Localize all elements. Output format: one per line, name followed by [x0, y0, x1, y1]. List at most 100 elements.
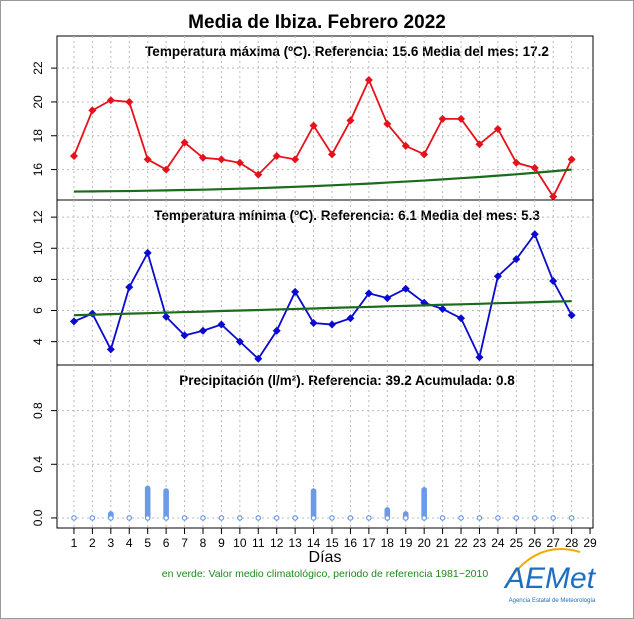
bar-base [476, 515, 483, 521]
data-point [217, 320, 226, 329]
bar [476, 515, 483, 521]
data-point [401, 284, 410, 293]
bar [108, 511, 114, 521]
bar [126, 515, 133, 521]
data-point [493, 124, 502, 133]
bar [550, 515, 556, 521]
logo-subtitle: Agencia Estatal de Meteorología [509, 598, 596, 604]
data-point [364, 75, 373, 84]
bar-base [366, 515, 372, 521]
bar-base [329, 515, 335, 521]
x-tick-label: 3 [107, 536, 114, 550]
data-point [512, 158, 521, 167]
x-tick-label: 19 [399, 536, 413, 550]
data-point [106, 96, 115, 105]
x-tick-label: 25 [510, 536, 524, 550]
data-point [328, 150, 337, 159]
bar-base [273, 515, 280, 521]
data-point [217, 155, 226, 164]
data-point [125, 283, 134, 292]
data-point [69, 317, 78, 326]
bar-base [402, 515, 409, 521]
y-tick-label: 4 [31, 338, 45, 345]
x-tick-label: 9 [218, 536, 225, 550]
y-tick-label: 10 [31, 241, 45, 255]
bar [458, 515, 464, 521]
bar [531, 515, 538, 521]
bar [310, 488, 317, 521]
y-tick-label: 0.4 [31, 456, 45, 473]
x-tick-label: 15 [325, 536, 339, 550]
data-point [235, 158, 244, 167]
data-point [346, 314, 355, 323]
bar-base [531, 515, 538, 521]
bar-base [218, 515, 225, 521]
y-tick-label: 0.8 [31, 402, 45, 419]
bar-base [310, 515, 317, 521]
x-tick-label: 17 [362, 536, 376, 550]
bar [181, 515, 188, 521]
bar [384, 507, 391, 521]
y-tick-label: 12 [31, 210, 45, 224]
x-tick-label: 24 [491, 536, 505, 550]
data-point [364, 289, 373, 298]
data-point [457, 314, 466, 323]
bar-base [181, 515, 188, 521]
x-tick-label: 23 [473, 536, 487, 550]
bar-base [71, 515, 77, 521]
bar [402, 511, 409, 521]
data-point [567, 155, 576, 164]
x-tick-label: 27 [547, 536, 561, 550]
bar-base [458, 515, 464, 521]
y-tick-label: 18 [31, 129, 45, 143]
logo-arc [511, 548, 581, 577]
data-point [254, 170, 263, 179]
data-point [198, 153, 207, 162]
bar-base [513, 515, 520, 521]
y-tick-label: 6 [31, 307, 45, 314]
data-point [291, 155, 300, 164]
reference-line [73, 300, 572, 317]
bar-base [495, 515, 501, 521]
bar [218, 515, 225, 521]
data-point [254, 354, 263, 363]
bar-base [421, 515, 427, 521]
bar [347, 515, 354, 521]
x-tick-label: 5 [144, 536, 151, 550]
data-point [291, 287, 300, 296]
bar-body [163, 488, 169, 521]
data-point [106, 345, 115, 354]
data-point [88, 106, 97, 115]
bar [568, 515, 575, 521]
x-tick-label: 7 [181, 536, 188, 550]
y-tick-label: 20 [31, 95, 45, 109]
data-point [328, 320, 337, 329]
bar [144, 485, 151, 521]
x-tick-label: 29 [583, 536, 597, 550]
data-point [309, 318, 318, 327]
bar-base [384, 515, 391, 521]
data-point [383, 119, 392, 128]
x-tick-label: 18 [381, 536, 395, 550]
data-point [198, 326, 207, 335]
bar-body [421, 486, 427, 521]
x-tick-label: 28 [565, 536, 579, 550]
panel-frame [56, 364, 594, 529]
x-tick-label: 20 [417, 536, 431, 550]
data-point [162, 312, 171, 321]
chart-title: Media de Ibiza. Febrero 2022 [188, 12, 446, 33]
bar-base [255, 515, 262, 521]
bar [255, 515, 262, 521]
x-tick-label: 8 [200, 536, 207, 550]
data-point [438, 304, 447, 313]
y-tick-label: 22 [31, 61, 45, 75]
data-point [69, 152, 78, 161]
bar [292, 515, 298, 521]
bar-base [144, 515, 151, 521]
bar-base [163, 515, 169, 521]
x-tick-label: 14 [307, 536, 321, 550]
logo: AEMet Agencia Estatal de Meteorología [503, 548, 597, 604]
data-point [162, 165, 171, 174]
